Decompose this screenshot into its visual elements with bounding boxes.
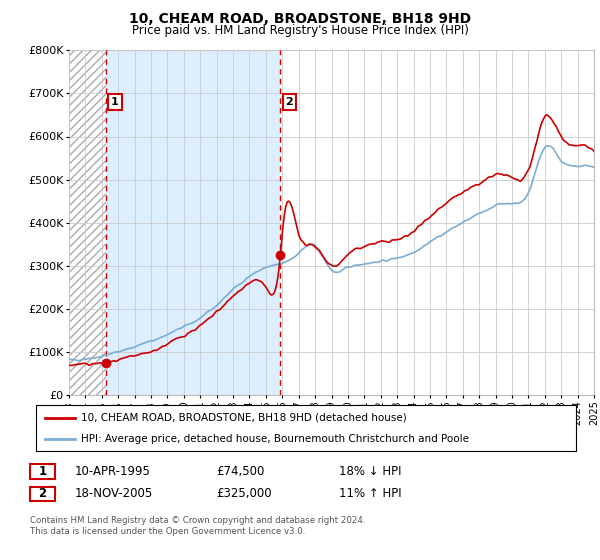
Text: £325,000: £325,000 <box>216 487 272 501</box>
Text: Price paid vs. HM Land Registry's House Price Index (HPI): Price paid vs. HM Land Registry's House … <box>131 24 469 37</box>
Text: 18-NOV-2005: 18-NOV-2005 <box>75 487 153 501</box>
Text: 10, CHEAM ROAD, BROADSTONE, BH18 9HD: 10, CHEAM ROAD, BROADSTONE, BH18 9HD <box>129 12 471 26</box>
Text: 2: 2 <box>286 97 293 107</box>
Text: 2: 2 <box>38 487 47 501</box>
Text: 10-APR-1995: 10-APR-1995 <box>75 465 151 478</box>
Text: £74,500: £74,500 <box>216 465 265 478</box>
Text: 1: 1 <box>111 97 119 107</box>
Text: HPI: Average price, detached house, Bournemouth Christchurch and Poole: HPI: Average price, detached house, Bour… <box>81 435 469 444</box>
Text: 11% ↑ HPI: 11% ↑ HPI <box>339 487 401 501</box>
Text: 10, CHEAM ROAD, BROADSTONE, BH18 9HD (detached house): 10, CHEAM ROAD, BROADSTONE, BH18 9HD (de… <box>81 413 407 423</box>
Text: Contains HM Land Registry data © Crown copyright and database right 2024.
This d: Contains HM Land Registry data © Crown c… <box>30 516 365 536</box>
Text: 1: 1 <box>38 465 47 478</box>
Text: 18% ↓ HPI: 18% ↓ HPI <box>339 465 401 478</box>
Bar <box>69 50 106 395</box>
Bar <box>106 50 280 395</box>
Bar <box>280 50 594 395</box>
Bar <box>69 50 106 395</box>
